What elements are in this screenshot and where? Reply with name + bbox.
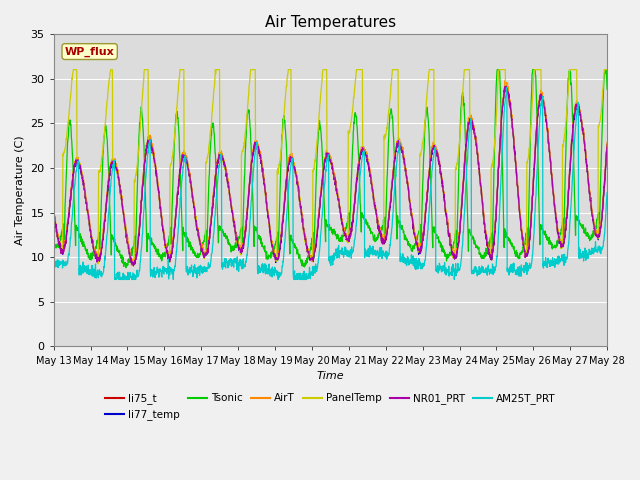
li77_temp bbox=[305, 250, 312, 255]
li75_t bbox=[588, 206, 595, 212]
PanelTemp bbox=[588, 207, 595, 213]
li77_temp bbox=[130, 262, 138, 268]
Tsonic bbox=[493, 67, 501, 72]
PanelTemp bbox=[70, 67, 77, 72]
PanelTemp bbox=[129, 263, 137, 269]
li77_temp bbox=[588, 207, 595, 213]
PanelTemp bbox=[305, 250, 312, 256]
AM25T_PRT bbox=[486, 270, 493, 276]
Y-axis label: Air Temperature (C): Air Temperature (C) bbox=[15, 135, 25, 245]
AirT bbox=[305, 246, 312, 252]
AirT bbox=[50, 205, 58, 211]
li75_t bbox=[78, 172, 86, 178]
li77_temp bbox=[604, 141, 611, 147]
Tsonic bbox=[319, 168, 327, 174]
PanelTemp bbox=[486, 253, 494, 259]
Line: li77_temp: li77_temp bbox=[54, 86, 607, 265]
AirT bbox=[319, 170, 327, 176]
Tsonic bbox=[78, 241, 86, 247]
AM25T_PRT bbox=[305, 271, 312, 277]
li77_temp bbox=[319, 174, 327, 180]
Line: li75_t: li75_t bbox=[54, 86, 607, 264]
AirT bbox=[604, 139, 611, 145]
Legend: li75_t, li77_temp, Tsonic, AirT, PanelTemp, NR01_PRT, AM25T_PRT: li75_t, li77_temp, Tsonic, AirT, PanelTe… bbox=[100, 389, 560, 424]
PanelTemp bbox=[604, 67, 611, 72]
li75_t bbox=[604, 142, 611, 147]
NR01_PRT bbox=[305, 249, 312, 255]
li75_t bbox=[486, 254, 493, 260]
PanelTemp bbox=[588, 207, 595, 213]
Text: WP_flux: WP_flux bbox=[65, 47, 115, 57]
AirT bbox=[588, 203, 595, 208]
Line: PanelTemp: PanelTemp bbox=[54, 70, 607, 266]
li75_t bbox=[305, 249, 312, 255]
li77_temp bbox=[588, 208, 595, 214]
AirT bbox=[130, 262, 138, 267]
Tsonic bbox=[588, 232, 595, 238]
NR01_PRT bbox=[50, 207, 58, 213]
AirT bbox=[486, 253, 493, 259]
NR01_PRT bbox=[588, 208, 595, 214]
li77_temp bbox=[501, 83, 509, 89]
Tsonic bbox=[604, 86, 611, 92]
li77_temp bbox=[78, 172, 86, 178]
AM25T_PRT bbox=[319, 201, 327, 207]
NR01_PRT bbox=[319, 171, 327, 177]
li75_t bbox=[128, 262, 136, 267]
PanelTemp bbox=[319, 67, 327, 72]
AM25T_PRT bbox=[588, 245, 595, 251]
Line: NR01_PRT: NR01_PRT bbox=[54, 86, 607, 266]
Tsonic bbox=[486, 237, 493, 243]
Line: AirT: AirT bbox=[54, 81, 607, 264]
AirT bbox=[588, 204, 595, 210]
Line: AM25T_PRT: AM25T_PRT bbox=[54, 87, 607, 279]
Tsonic bbox=[50, 243, 58, 249]
AM25T_PRT bbox=[78, 266, 86, 272]
NR01_PRT bbox=[588, 205, 595, 211]
AM25T_PRT bbox=[588, 252, 595, 257]
AirT bbox=[78, 169, 86, 175]
NR01_PRT bbox=[78, 172, 86, 178]
li75_t bbox=[50, 207, 58, 213]
Tsonic bbox=[122, 265, 130, 271]
X-axis label: Time: Time bbox=[317, 371, 344, 381]
Tsonic bbox=[305, 254, 312, 260]
AM25T_PRT bbox=[111, 276, 119, 282]
li75_t bbox=[588, 205, 595, 211]
NR01_PRT bbox=[502, 84, 510, 89]
AM25T_PRT bbox=[50, 258, 58, 264]
NR01_PRT bbox=[604, 144, 611, 150]
NR01_PRT bbox=[130, 263, 138, 269]
li75_t bbox=[501, 83, 509, 89]
Line: Tsonic: Tsonic bbox=[54, 70, 607, 268]
PanelTemp bbox=[50, 209, 58, 215]
AM25T_PRT bbox=[503, 84, 511, 90]
li77_temp bbox=[486, 252, 493, 258]
Tsonic bbox=[588, 233, 595, 239]
PanelTemp bbox=[78, 178, 86, 184]
li75_t bbox=[319, 172, 327, 178]
AirT bbox=[501, 78, 509, 84]
li77_temp bbox=[50, 206, 58, 212]
AM25T_PRT bbox=[604, 190, 611, 195]
NR01_PRT bbox=[486, 254, 493, 260]
Title: Air Temperatures: Air Temperatures bbox=[265, 15, 396, 30]
